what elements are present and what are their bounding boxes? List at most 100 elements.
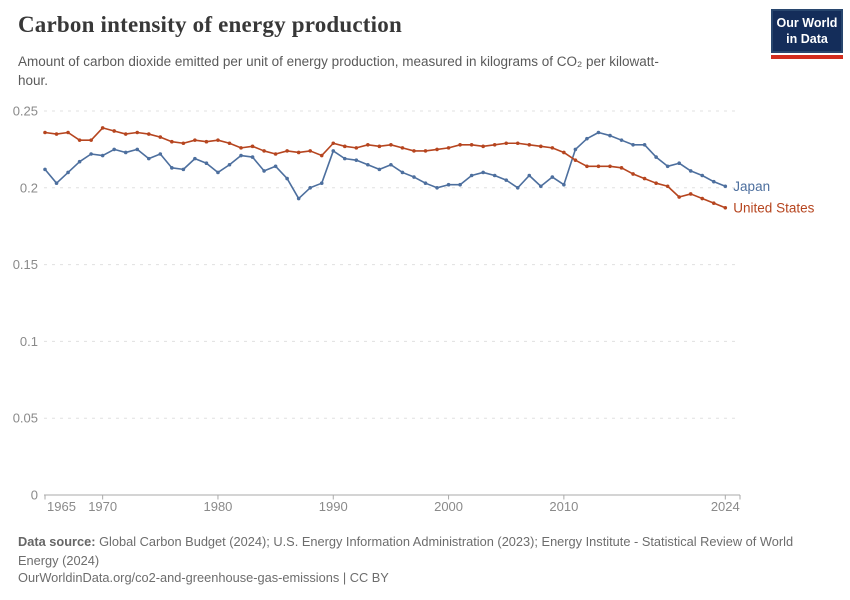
x-tick-label: 1970 <box>88 499 117 514</box>
data-point <box>504 178 509 182</box>
data-point <box>711 201 716 205</box>
data-point <box>492 173 497 178</box>
owid-logo-line2: in Data <box>786 31 828 46</box>
data-point <box>539 144 543 149</box>
data-point <box>262 169 266 173</box>
data-point <box>492 142 497 147</box>
owid-logo[interactable]: Our World in Data <box>771 9 843 54</box>
data-point <box>77 138 82 142</box>
data-point <box>665 164 670 169</box>
page-title: Carbon intensity of energy production <box>18 12 402 37</box>
data-point <box>389 142 393 147</box>
data-point <box>158 152 163 156</box>
data-point <box>100 126 105 130</box>
data-point <box>631 142 635 147</box>
data-point <box>135 130 140 135</box>
data-point <box>423 181 428 185</box>
data-point <box>285 176 289 181</box>
data-point <box>158 135 163 139</box>
data-point <box>216 138 220 142</box>
japan-label: Japan <box>733 179 770 194</box>
y-tick-label: 0 <box>31 488 38 503</box>
data-point <box>481 170 485 175</box>
data-point <box>216 170 220 175</box>
data-source-text: Global Carbon Budget (2024); U.S. Energy… <box>18 534 794 568</box>
data-point <box>550 146 555 150</box>
data-point <box>250 144 255 149</box>
data-point <box>54 132 59 136</box>
data-point <box>204 161 209 166</box>
line-chart: 0 0.05 0.1 0.15 0.2 0.25 1965 1970 1980 1990 2000 2… <box>13 104 815 515</box>
data-point <box>642 142 647 147</box>
data-point <box>608 133 612 138</box>
owid-url-link[interactable]: OurWorldinData.org/co2-and-greenhouse-ga… <box>18 570 340 585</box>
data-point <box>54 181 59 185</box>
data-point <box>619 166 624 170</box>
data-point <box>585 136 589 141</box>
data-point <box>354 146 359 150</box>
data-point <box>435 186 439 190</box>
data-point <box>400 170 405 175</box>
japan-line <box>44 131 727 200</box>
x-tick-label: 1980 <box>203 499 232 514</box>
data-point <box>377 144 382 149</box>
data-point <box>43 167 47 172</box>
x-tick-label: 2000 <box>434 499 463 514</box>
united-states-label: United States <box>733 200 814 215</box>
data-point <box>539 184 543 189</box>
data-point <box>193 156 197 161</box>
data-point <box>66 170 70 175</box>
data-point <box>723 184 728 189</box>
credit-line: OurWorldinData.org/co2-and-greenhouse-ga… <box>18 570 389 585</box>
data-point <box>458 182 462 187</box>
data-point <box>112 147 116 152</box>
y-tick-label: 0.2 <box>20 180 38 195</box>
y-axis: 0 0.05 0.1 0.15 0.2 0.25 <box>13 104 740 503</box>
x-tick-label: 2024 <box>711 499 740 514</box>
data-point <box>366 162 370 167</box>
data-point <box>458 142 462 147</box>
data-point <box>585 164 589 169</box>
owid-logo-red-bar <box>771 55 843 59</box>
data-point <box>723 205 728 210</box>
data-point <box>377 167 382 172</box>
data-point <box>342 156 347 161</box>
data-point <box>77 159 82 164</box>
data-point <box>331 141 336 146</box>
data-point <box>423 149 428 153</box>
data-point <box>227 141 232 146</box>
data-point <box>227 162 232 167</box>
series-japan: Japan <box>43 130 770 201</box>
series-united-states: United States <box>43 126 815 215</box>
data-point <box>688 169 693 173</box>
license-text: CC BY <box>349 570 389 585</box>
data-source-note: Data source: Global Carbon Budget (2024)… <box>18 533 830 570</box>
data-point <box>146 132 151 136</box>
data-point <box>319 153 324 158</box>
data-point <box>331 149 336 153</box>
data-point <box>446 182 451 187</box>
data-point <box>412 149 416 153</box>
data-point <box>239 146 243 150</box>
data-point <box>170 166 174 170</box>
data-point <box>608 164 612 169</box>
data-point <box>677 161 681 166</box>
data-point <box>273 164 278 169</box>
x-axis: 1965 1970 1980 1990 2000 2010 2024 <box>44 494 741 514</box>
data-point <box>193 138 197 142</box>
data-point <box>665 184 670 189</box>
data-point <box>527 142 532 147</box>
data-point <box>642 176 647 181</box>
data-point <box>688 192 693 196</box>
data-point <box>308 186 313 190</box>
data-point <box>573 147 578 152</box>
data-point <box>469 142 474 147</box>
data-point <box>181 141 186 146</box>
data-point <box>619 138 624 142</box>
data-point <box>204 139 209 144</box>
data-point <box>319 181 324 185</box>
data-point <box>596 164 601 169</box>
data-point <box>515 186 520 190</box>
data-point <box>262 149 266 153</box>
data-point <box>100 153 105 158</box>
